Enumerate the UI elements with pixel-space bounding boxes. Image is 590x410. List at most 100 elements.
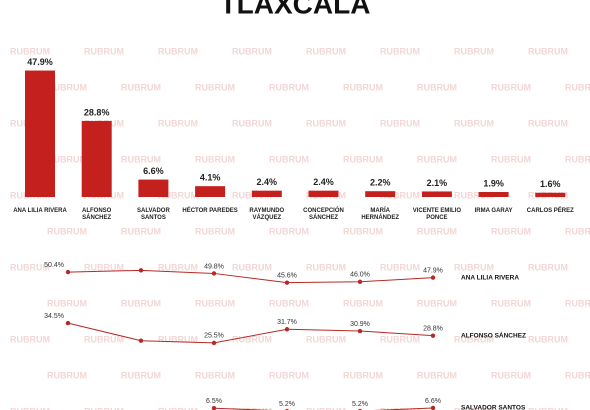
watermark: RUBRUM xyxy=(158,262,198,272)
watermark: RUBRUM xyxy=(454,190,494,200)
watermark: RUBRUM xyxy=(47,370,87,380)
watermark: RUBRUM xyxy=(10,46,50,56)
bar xyxy=(25,70,55,197)
watermark: RUBRUM xyxy=(269,82,309,92)
watermark: RUBRUM xyxy=(232,46,272,56)
watermark: RUBRUM xyxy=(47,298,87,308)
watermark: RUBRUM xyxy=(343,154,383,164)
watermark: RUBRUM xyxy=(380,406,420,410)
category-label: SALVADOR SANTOS xyxy=(137,208,170,221)
watermark: RUBRUM xyxy=(454,334,494,344)
watermark: RUBRUM xyxy=(121,226,161,236)
series-name: ANA LILIA RIVERA xyxy=(461,274,519,281)
watermark: RUBRUM xyxy=(195,82,235,92)
watermark: RUBRUM xyxy=(158,118,198,128)
watermark: RUBRUM xyxy=(158,190,198,200)
watermark: RUBRUM xyxy=(343,226,383,236)
watermark: RUBRUM xyxy=(380,190,420,200)
point xyxy=(138,338,144,343)
watermark: RUBRUM xyxy=(158,406,198,410)
watermark: RUBRUM xyxy=(306,46,346,56)
watermark: RUBRUM xyxy=(232,118,272,128)
watermark: RUBRUM xyxy=(343,82,383,92)
watermark: RUBRUM xyxy=(417,370,457,380)
watermark: RUBRUM xyxy=(84,334,124,344)
point-label: 46.0% xyxy=(350,272,370,279)
watermark: RUBRUM xyxy=(380,334,420,344)
watermark: RUBRUM xyxy=(10,262,50,272)
watermark: RUBRUM xyxy=(158,334,198,344)
watermark: RUBRUM xyxy=(491,82,531,92)
point-label: 30.9% xyxy=(350,321,370,328)
watermark: RUBRUM xyxy=(454,46,494,56)
bar xyxy=(81,120,112,197)
watermark: RUBRUM xyxy=(84,406,124,410)
watermark: RUBRUM xyxy=(158,46,198,56)
watermark: RUBRUM xyxy=(491,298,531,308)
point-label: 45.6% xyxy=(277,273,297,280)
point xyxy=(430,275,436,280)
watermark: RUBRUM xyxy=(417,82,457,92)
watermark: RUBRUM xyxy=(232,334,272,344)
watermark: RUBRUM xyxy=(121,82,161,92)
point xyxy=(65,320,71,326)
point xyxy=(284,327,290,332)
watermark: RUBRUM xyxy=(47,226,87,236)
chart-title: TLAXCALA xyxy=(220,0,371,19)
point xyxy=(211,406,217,410)
point-label: 25.5% xyxy=(204,333,224,340)
watermark: RUBRUM xyxy=(454,262,494,272)
point-label: 6.6% xyxy=(425,398,441,405)
watermark: RUBRUM xyxy=(121,370,161,380)
watermark: RUBRUM xyxy=(528,334,568,344)
point xyxy=(357,279,363,284)
point xyxy=(430,333,436,338)
watermark: RUBRUM xyxy=(528,406,568,410)
bar xyxy=(308,190,339,197)
bar xyxy=(421,191,452,197)
bar xyxy=(138,179,169,197)
watermark: RUBRUM xyxy=(343,370,383,380)
watermark: RUBRUM xyxy=(47,82,87,92)
series-name: ALFONSO SÁNCHEZ xyxy=(461,330,526,339)
watermark: RUBRUM xyxy=(565,154,590,164)
category-label: IRMA GARAY xyxy=(474,208,513,214)
point xyxy=(211,271,217,276)
bar xyxy=(195,186,226,197)
category-label: CONCEPCIÓN SÁNCHEZ xyxy=(303,208,344,221)
category-label: ANA LILIA RIVERA xyxy=(13,208,67,214)
watermark: RUBRUM xyxy=(417,154,457,164)
watermark: RUBRUM xyxy=(565,370,590,380)
category-label: CARLOS PÉREZ xyxy=(526,208,574,214)
watermark: RUBRUM xyxy=(232,406,272,410)
value-label: 1.6% xyxy=(540,179,561,189)
watermark: RUBRUM xyxy=(306,406,346,410)
point xyxy=(430,405,436,410)
watermark: RUBRUM xyxy=(380,262,420,272)
point xyxy=(138,268,144,273)
watermark: RUBRUM xyxy=(121,154,161,164)
category-label: ALFONSO SÁNCHEZ xyxy=(82,208,112,221)
watermark: RUBRUM xyxy=(232,262,272,272)
watermark: RUBRUM xyxy=(269,154,309,164)
watermark: RUBRUM xyxy=(195,298,235,308)
value-label: 2.2% xyxy=(370,178,391,188)
watermark: RUBRUM xyxy=(491,226,531,236)
watermark: RUBRUM xyxy=(491,370,531,380)
watermark: RUBRUM xyxy=(565,226,590,236)
value-label: 28.8% xyxy=(84,107,110,117)
watermark: RUBRUM xyxy=(195,370,235,380)
bar xyxy=(365,191,396,197)
value-label: 47.9% xyxy=(27,57,53,67)
series-name: SALVADOR SANTOS xyxy=(461,405,526,410)
watermark: RUBRUM xyxy=(380,118,420,128)
watermark: RUBRUM xyxy=(195,226,235,236)
category-label: HÉCTOR PAREDES xyxy=(182,208,238,214)
watermark: RUBRUM xyxy=(269,226,309,236)
category-label: VICENTE EMILIO PONCE xyxy=(412,208,462,221)
point xyxy=(65,269,71,275)
watermark: RUBRUM xyxy=(565,298,590,308)
watermark: RUBRUM xyxy=(306,334,346,344)
